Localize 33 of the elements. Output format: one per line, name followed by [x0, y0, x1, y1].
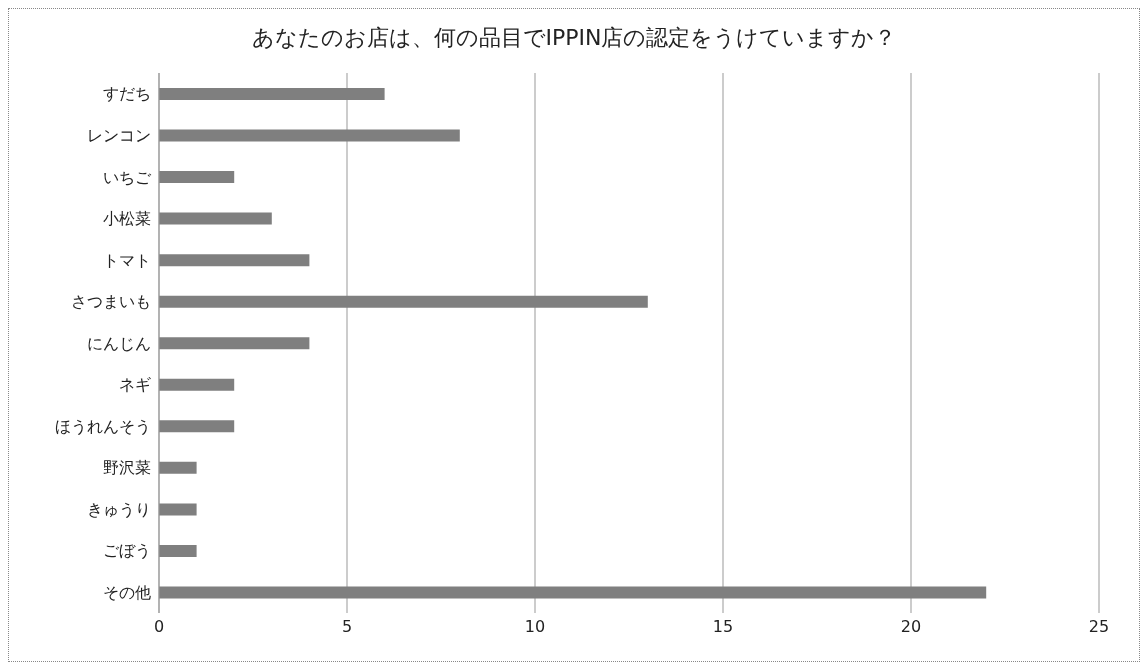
bar: [159, 378, 235, 391]
bar: [159, 212, 272, 225]
bar: [159, 461, 197, 474]
y-tick-label: 野沢菜: [103, 458, 151, 478]
bar: [159, 129, 460, 142]
bar: [159, 171, 235, 184]
y-tick-label: すだち: [103, 84, 151, 104]
bar: [159, 88, 385, 100]
y-tick-label: 小松菜: [103, 209, 151, 229]
bar: [159, 295, 648, 308]
y-tick-label: いちご: [103, 167, 152, 187]
y-tick-label: ほうれんそう: [55, 416, 151, 436]
bar: [159, 586, 987, 599]
x-tick-label: 20: [900, 617, 922, 637]
x-tick-label: 5: [341, 617, 353, 637]
bar: [159, 337, 310, 350]
y-tick-label: ネギ: [119, 375, 151, 395]
y-tick-label: さつまいも: [71, 292, 151, 312]
y-tick-label: にんじん: [87, 333, 151, 353]
bar: [159, 544, 197, 557]
bar: [159, 254, 310, 267]
y-tick-label: レンコン: [87, 125, 151, 145]
y-tick-label: その他: [103, 582, 151, 602]
x-tick-label: 0: [153, 617, 165, 637]
y-tick-label: ごぼう: [103, 541, 151, 561]
bar: [159, 503, 197, 516]
y-tick-label: きゅうり: [87, 499, 151, 519]
x-tick-label: 10: [524, 617, 546, 637]
x-tick-label: 15: [712, 617, 734, 637]
y-tick-label: トマト: [103, 250, 151, 270]
bar: [159, 420, 235, 433]
chart-title: あなたのお店は、何の品目でIPPIN店の認定をうけていますか？: [250, 24, 898, 52]
x-tick-label: 25: [1088, 617, 1110, 637]
